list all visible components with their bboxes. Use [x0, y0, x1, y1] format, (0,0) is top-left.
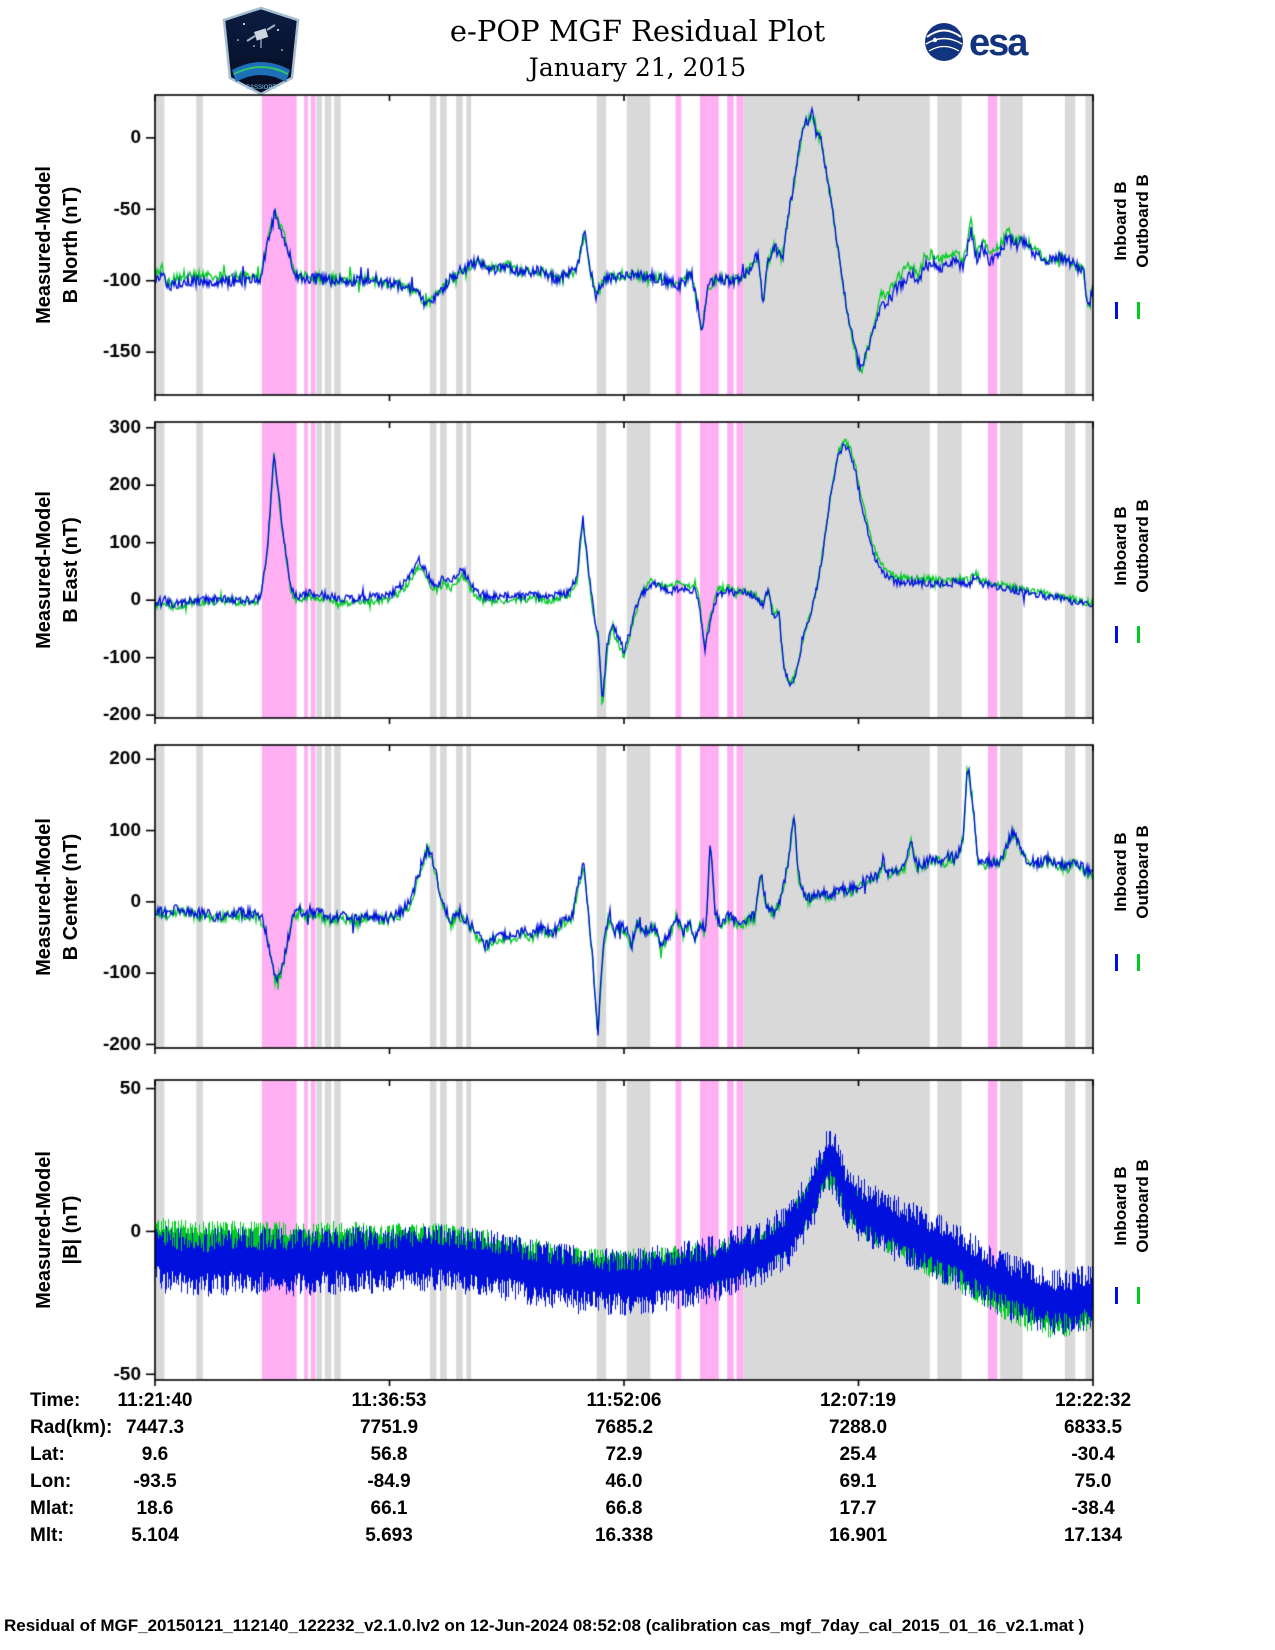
table-row-rad: Rad(km): 7447.3 7751.9 7685.2 7288.0 683…: [30, 1417, 1123, 1438]
esa-logo: esa: [925, 22, 1031, 64]
inboard-line-sample: [1115, 954, 1118, 972]
b-center-y-axis-label: Measured-Model B Center (nT): [33, 817, 82, 976]
outboard-line-sample: [1137, 1287, 1140, 1304]
figure-title-block: e-POP MGF Residual Plot January 21, 2015: [0, 14, 1275, 82]
page-date: January 21, 2015: [528, 53, 747, 82]
ephemeris-table: Time: 11:21:40 11:36:53 11:52:06 12:07:1…: [0, 1390, 1275, 1552]
table-row-mlat: Mlat: 18.6 66.1 66.8 17.7 -38.4: [30, 1498, 1115, 1519]
b-east-legend: Inboard B Outboard B: [1100, 422, 1164, 718]
patch-text: CASSIOPE: [246, 85, 277, 91]
table-row-time: Time: 11:21:40 11:36:53 11:52:06 12:07:1…: [30, 1390, 1132, 1411]
legend-outboard-label: Outboard B: [1133, 1159, 1152, 1253]
esa-wordmark: esa: [969, 22, 1029, 64]
legend-outboard-label: Outboard B: [1133, 499, 1152, 594]
panel-b-center: Measured-Model B Center (nT) Inboard B Ou…: [0, 741, 1275, 1058]
legend-inboard-label: Inboard B: [1111, 1166, 1130, 1246]
outboard-line-sample: [1137, 626, 1140, 644]
b-east-plot-canvas: [0, 418, 1275, 728]
b-magnitude-y-axis-label: Measured-Model |B| (nT): [33, 1151, 82, 1309]
panel-b-magnitude: Measured-Model |B| (nT) Inboard B Outboar…: [0, 1076, 1275, 1390]
legend-inboard-label: Inboard B: [1111, 506, 1130, 586]
inboard-line-sample: [1115, 302, 1118, 319]
outboard-line-sample: [1137, 302, 1140, 319]
legend-outboard-label: Outboard B: [1133, 174, 1152, 268]
outboard-line-sample: [1137, 954, 1140, 972]
b-east-y-axis-label: Measured-Model B East (nT): [33, 491, 82, 649]
footer-caption: Residual of MGF_20150121_112140_122232_v…: [4, 1616, 1085, 1635]
legend-inboard-label: Inboard B: [1111, 832, 1130, 912]
legend-outboard-label: Outboard B: [1133, 825, 1152, 920]
satellite-icon: [246, 24, 276, 48]
b-north-legend: Inboard B Outboard B: [1100, 95, 1164, 395]
inboard-line-sample: [1115, 1287, 1118, 1304]
b-magnitude-legend: Inboard B Outboard B: [1100, 1080, 1164, 1380]
table-row-lon: Lon: -93.5 -84.9 46.0 69.1 75.0: [30, 1471, 1112, 1492]
b-north-plot-canvas: [0, 91, 1275, 405]
b-center-plot-canvas: [0, 741, 1275, 1058]
panel-b-east: Measured-Model B East (nT) Inboard B Outb…: [0, 418, 1275, 728]
panel-b-north: Measured-Model B North (nT) Inboard B Out…: [0, 91, 1275, 405]
b-north-y-axis-label: Measured-Model B North (nT): [33, 166, 82, 324]
b-magnitude-plot-canvas: [0, 1076, 1275, 1390]
table-row-lat: Lat: 9.6 56.8 72.9 25.4 -30.4: [30, 1444, 1115, 1465]
b-center-legend: Inboard B Outboard B: [1100, 745, 1164, 1048]
inboard-line-sample: [1115, 626, 1118, 644]
legend-inboard-label: Inboard B: [1111, 181, 1130, 261]
page-title: e-POP MGF Residual Plot: [449, 14, 826, 48]
table-row-mlt: Mlt: 5.104 5.693 16.338 16.901 17.134: [30, 1525, 1123, 1546]
